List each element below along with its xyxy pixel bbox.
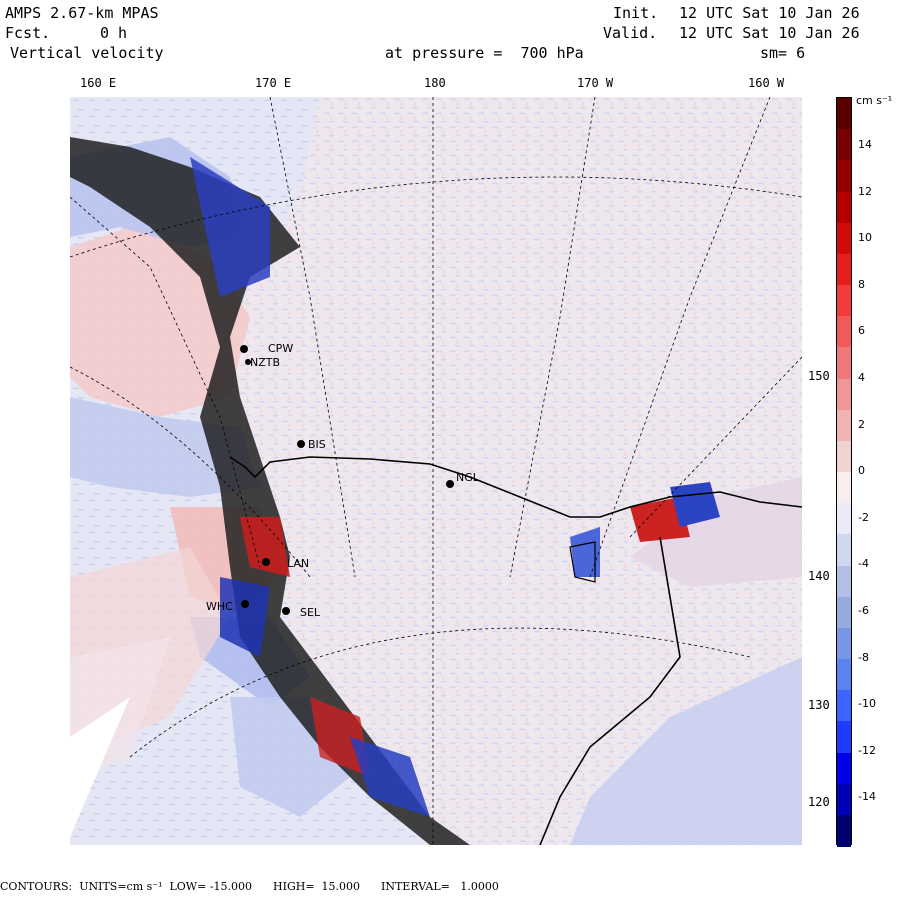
- colorbar-swatch: [837, 378, 851, 411]
- colorbar-swatch: [837, 222, 851, 255]
- colorbar-swatch: [837, 129, 851, 161]
- colorbar-swatch: [837, 347, 851, 380]
- colorbar-swatch: [837, 534, 851, 567]
- station-bis: BIS: [308, 438, 326, 451]
- lon-label-170e: 170 E: [255, 76, 292, 90]
- pressure-level: at pressure = 700 hPa: [385, 44, 584, 62]
- colorbar-tick-label: 0: [858, 464, 865, 478]
- smoothing: sm= 6: [760, 44, 806, 62]
- vertical-velocity-map: [70, 97, 802, 845]
- colorbar-tick-label: -6: [858, 604, 869, 617]
- init-label: Init.: [613, 4, 659, 22]
- colorbar-swatch: [837, 285, 851, 317]
- init-time: 12 UTC Sat 10 Jan 26: [679, 4, 860, 22]
- valid-time: 12 UTC Sat 10 Jan 26: [679, 24, 860, 42]
- station-lan: LAN: [287, 557, 310, 570]
- forecast-label: Fcst.: [5, 24, 51, 42]
- colorbar-swatch: [837, 721, 851, 754]
- colorbar-swatch: [837, 752, 851, 785]
- lon-label-160e: 160 E: [80, 76, 117, 90]
- colorbar-units: cm s⁻¹: [856, 94, 893, 107]
- model-title: AMPS 2.67-km MPAS: [5, 4, 159, 22]
- station-sel: SEL: [300, 606, 321, 619]
- colorbar-swatch: [837, 503, 851, 535]
- colorbar-tick-label: 4: [858, 371, 865, 384]
- colorbar-swatch: [837, 253, 851, 286]
- colorbar-swatch: [837, 440, 851, 473]
- colorbar-swatch: [837, 160, 851, 193]
- lon-label-170w: 170 W: [577, 76, 614, 90]
- station-whc: WHC: [206, 600, 233, 613]
- colorbar-tick-label: 12: [858, 184, 872, 198]
- colorbar-swatch: [837, 191, 851, 224]
- valid-label: Valid.: [603, 24, 658, 42]
- colorbar-tick-label: -8: [858, 650, 869, 664]
- colorbar-swatch: [837, 690, 851, 722]
- colorbar-swatch: [837, 783, 851, 816]
- colorbar-swatch: [837, 659, 851, 691]
- colorbar-tick-label: -10: [858, 697, 876, 711]
- lon-label-160w: 160 W: [748, 76, 785, 90]
- colorbar-swatch: [837, 472, 851, 504]
- colorbar-tick-label: 6: [858, 324, 865, 338]
- colorbar-swatch: [837, 98, 851, 130]
- station-cpw: CPW: [268, 342, 294, 355]
- colorbar-tick-label: -2: [858, 510, 869, 524]
- colorbar-tick-label: 8: [858, 277, 865, 291]
- colorbar-swatch: [837, 627, 851, 660]
- variable-name: Vertical velocity: [10, 44, 164, 62]
- forecast-hours: 0 h: [100, 24, 128, 42]
- station-ngl: NGL: [456, 471, 479, 484]
- lon-label-180: 180: [424, 76, 446, 90]
- colorbar-swatch: [837, 596, 851, 629]
- colorbar-swatch: [837, 409, 851, 442]
- colorbar-swatch: [837, 565, 851, 598]
- colorbar-swatch: [837, 814, 851, 847]
- colorbar: [836, 97, 852, 847]
- colorbar-tick-label: 10: [858, 231, 872, 245]
- colorbar-swatch: [837, 316, 851, 348]
- station-nztb: NZTB: [250, 356, 281, 369]
- colorbar-tick-label: -14: [858, 790, 876, 804]
- contour-info: CONTOURS: UNITS=cm s⁻¹ LOW= -15.000 HIGH…: [0, 880, 499, 893]
- colorbar-tick-label: 14: [858, 138, 872, 151]
- colorbar-tick-label: -4: [858, 557, 869, 571]
- colorbar-tick-label: 2: [858, 417, 865, 431]
- colorbar-tick-label: -12: [858, 743, 876, 757]
